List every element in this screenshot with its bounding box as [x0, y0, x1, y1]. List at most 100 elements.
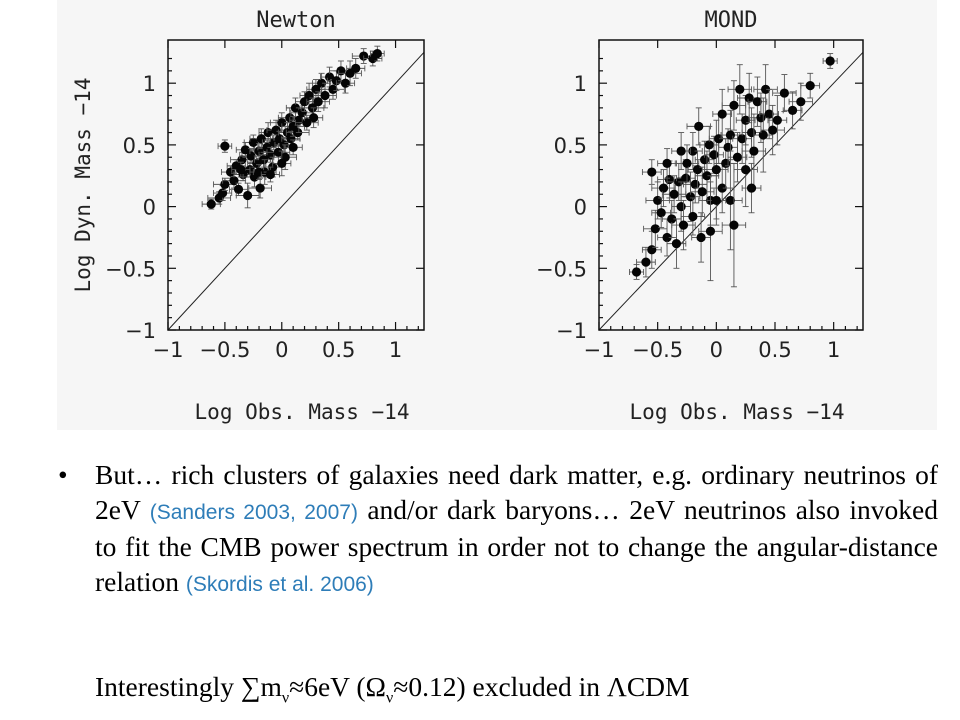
mond-data-point: [704, 140, 714, 150]
newton-x-tick-label: −0.5: [199, 338, 250, 362]
newton-x-tick-label: 0.5: [322, 338, 355, 362]
newton-y-axis-label: Log Dyn. Mass −14: [71, 78, 95, 293]
mond-data-point: [702, 171, 712, 181]
newton-y-tick-label: −0.5: [105, 257, 156, 281]
mond-data-point: [681, 173, 691, 183]
bullet-text: But… rich clusters of galaxies need dark…: [95, 458, 938, 602]
mond-data-point: [697, 187, 707, 197]
mond-data-point: [729, 100, 739, 111]
newton-data-point: [328, 84, 338, 94]
newton-x-tick-label: 1: [389, 338, 402, 362]
nu-subscript-1: ν: [281, 689, 290, 707]
mond-data-point: [664, 174, 675, 185]
mond-data-point: [721, 158, 731, 169]
newton-data-point: [309, 113, 319, 123]
bullet-paragraph: • But… rich clusters of galaxies need da…: [58, 458, 938, 602]
mond-data-point: [796, 97, 806, 107]
mond-data-point: [758, 130, 768, 140]
mond-data-point: [711, 195, 721, 206]
mond-data-point: [805, 81, 815, 91]
nu-subscript-2: ν: [386, 689, 394, 707]
newton-data-point: [265, 169, 275, 180]
mond-data-point: [669, 189, 679, 199]
newton-data-point: [220, 179, 230, 189]
mond-data-point: [735, 84, 745, 94]
newton-x-tick-label: −1: [153, 338, 184, 362]
mond-data-point: [671, 239, 682, 249]
mond-data-point: [723, 142, 733, 152]
mond-data-point: [772, 115, 782, 125]
mond-data-point: [779, 88, 789, 98]
mond-data-point: [725, 195, 736, 206]
neutrino-mass-note: Interestingly ∑mν≈6eV (Ων≈0.12) excluded…: [95, 671, 689, 708]
mond-data-point: [717, 109, 727, 119]
newton-y-tick-label: 1: [143, 72, 156, 96]
newton-data-point: [351, 63, 361, 73]
mond-data-point: [641, 257, 651, 267]
mond-data-point: [756, 113, 766, 123]
mond-x-tick-label: 0.5: [758, 338, 791, 362]
bullet-text-part1: But… rich clusters of galaxies need dark…: [95, 459, 938, 525]
mond-data-point: [662, 232, 672, 243]
newton-data-point: [372, 48, 382, 59]
mond-data-point: [732, 152, 743, 162]
mond-data-point: [788, 105, 798, 115]
mond-y-tick-label: −1: [556, 319, 587, 343]
mond-data-point: [768, 125, 778, 135]
newton-data-point: [206, 199, 216, 209]
newton-data-point: [256, 134, 266, 144]
mond-data-point: [741, 164, 751, 175]
mond-data-point: [678, 220, 689, 230]
newton-y-tick-label: 0.5: [123, 134, 156, 158]
newton-data-point: [248, 137, 258, 148]
mond-data-point: [692, 164, 703, 175]
newton-data-point: [263, 127, 273, 138]
citation-skordis: (Skordis et al. 2006): [185, 572, 374, 596]
mond-y-tick-label: −0.5: [536, 257, 587, 281]
mond-data-point: [761, 84, 771, 94]
bullet-text-part2: and/or dark baryons… 2eV neutrinos also …: [95, 493, 939, 597]
newton-data-point: [313, 97, 323, 107]
mond-data-point: [725, 130, 736, 140]
mond-data-point: [676, 201, 686, 212]
citation-sanders: (Sanders 2003, 2007): [149, 500, 358, 524]
newton-data-point: [320, 90, 330, 101]
mond-data-point: [682, 158, 692, 169]
newton-data-point: [286, 134, 296, 144]
note-text-b: ≈6eV (Ω: [289, 671, 386, 702]
newton-data-point: [340, 78, 351, 88]
note-text-c: ≈0.12) excluded in ΛCDM: [393, 671, 690, 702]
newton-x-axis-label: Log Obs. Mass −14: [195, 400, 410, 424]
bullet-symbol: •: [58, 459, 68, 490]
newton-data-point: [277, 158, 287, 169]
mond-data-point: [694, 121, 704, 131]
mond-data-point: [690, 179, 700, 189]
note-text-a: Interestingly ∑m: [95, 671, 282, 702]
newton-data-point: [288, 142, 298, 152]
newton-data-point: [240, 145, 250, 155]
newton-data-point: [277, 118, 287, 128]
newton-data-point: [246, 151, 256, 161]
newton-panel-title: Newton: [256, 8, 335, 33]
mond-data-point: [667, 214, 677, 224]
mond-y-tick-label: 0: [574, 196, 587, 220]
newton-data-point: [336, 66, 346, 76]
mond-panel-title: MOND: [705, 8, 758, 33]
newton-data-point: [236, 164, 246, 175]
mond-data-point: [676, 146, 686, 156]
newton-data-point: [243, 190, 253, 201]
newton-one-to-one-line: [167, 52, 425, 331]
mond-data-point: [709, 150, 719, 160]
mond-data-point: [705, 226, 716, 236]
mond-data-point: [711, 164, 721, 175]
mond-data-point: [764, 109, 774, 119]
newton-data-point: [317, 78, 327, 88]
mond-data-point: [729, 220, 739, 230]
mond-plot-frame: [598, 39, 864, 331]
mond-data-point: [717, 183, 727, 193]
mond-data-point: [631, 267, 642, 277]
mond-data-point: [737, 134, 747, 144]
newton-data-point: [220, 141, 230, 151]
mond-x-axis-label: Log Obs. Mass −14: [630, 400, 845, 424]
